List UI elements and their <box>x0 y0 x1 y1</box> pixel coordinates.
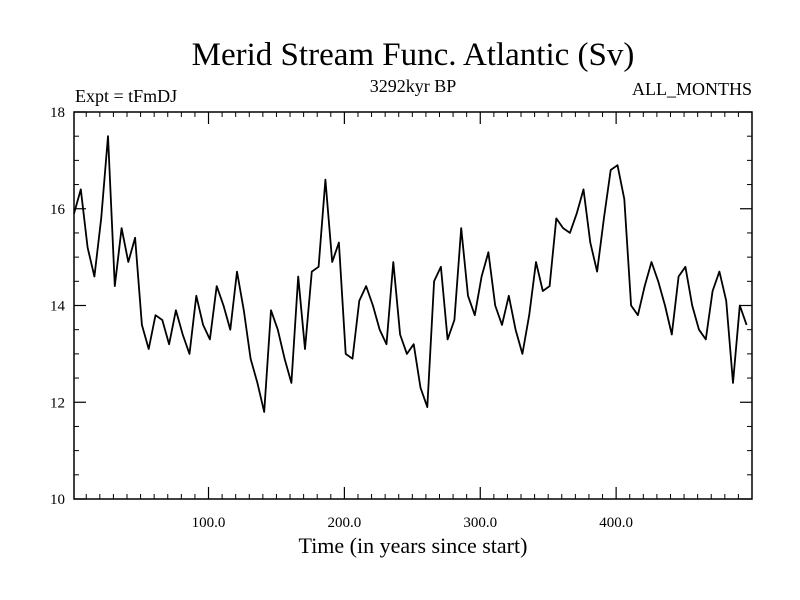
x-tick-label: 100.0 <box>192 515 226 531</box>
y-tick-label: 16 <box>50 202 66 218</box>
y-tick-label: 10 <box>50 492 65 508</box>
y-tick-label: 14 <box>50 299 66 315</box>
y-tick-label: 12 <box>50 395 65 411</box>
chart-title: Merid Stream Func. Atlantic (Sv) <box>192 37 635 73</box>
subtitle-center: 3292kyr BP <box>370 76 457 96</box>
axis-tick-labels: 100.0 200.0 300.0 400.0 10 12 14 16 18 <box>50 105 633 531</box>
plot-frame <box>73 111 753 500</box>
y-tick-label: 18 <box>50 105 65 121</box>
axis-ticks <box>74 111 752 500</box>
subtitle-right: ALL_MONTHS <box>632 79 752 99</box>
subtitle-left: Expt = tFmDJ <box>75 86 177 106</box>
x-tick-label: 200.0 <box>328 515 362 531</box>
series-line-0 <box>73 135 748 413</box>
series-layer <box>73 135 748 413</box>
x-tick-label: 300.0 <box>463 515 497 531</box>
x-axis-label: Time (in years since start) <box>299 533 528 558</box>
x-tick-label: 400.0 <box>599 515 633 531</box>
